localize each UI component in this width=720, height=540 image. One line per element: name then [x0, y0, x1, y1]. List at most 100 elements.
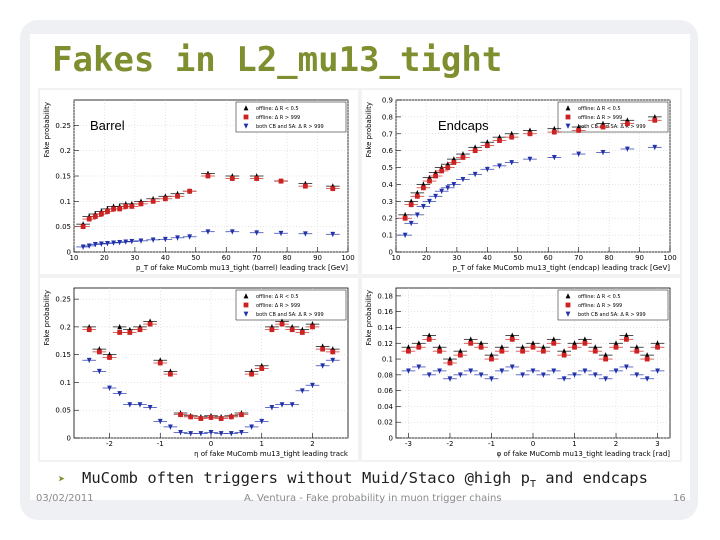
data-point [655, 344, 660, 350]
x-tick-label: 80 [605, 254, 614, 262]
x-tick-label: 60 [222, 254, 231, 262]
data-point [551, 155, 557, 161]
data-point [320, 363, 326, 369]
y-axis-label: Fake probability [43, 290, 51, 345]
x-axis-label: p_T of fake MuComb mu13_tight (barrel) l… [136, 264, 348, 272]
data-point [499, 368, 505, 374]
y-tick-label: 0.25 [55, 122, 71, 130]
data-point [157, 418, 163, 425]
data-point [634, 344, 640, 350]
data-point [414, 193, 420, 199]
data-point [499, 348, 505, 354]
x-tick-label: -2 [446, 440, 453, 448]
legend-entry: offline: Δ R < 0.5 [256, 106, 299, 112]
data-point [457, 348, 463, 354]
data-point [472, 171, 478, 178]
x-tick-label: 70 [252, 254, 261, 262]
y-axis-label: Fake probability [43, 102, 51, 157]
y-tick-label: 0.25 [55, 296, 71, 304]
data-point [421, 204, 426, 210]
data-point [198, 416, 204, 421]
data-point [530, 344, 536, 350]
data-point [302, 231, 308, 237]
y-tick-label: 0.05 [55, 407, 71, 415]
data-point [157, 360, 163, 366]
eta-plot: 0 0.05 0.1 0.15 0.2 0.25 -2 -1 0 1 2 η of fake MuCo… [43, 287, 349, 458]
data-point [509, 332, 515, 338]
endcaps-pt-plot: 0 0.1 0.2 0.3 0.4 0.5 0.6 0.7 0.8 0.9 10 20 30 40 50 60… [365, 97, 677, 273]
data-point [127, 330, 133, 335]
data-point [175, 235, 180, 241]
data-point [478, 344, 484, 350]
data-point [540, 372, 546, 378]
data-point [402, 232, 408, 238]
data-point [447, 360, 453, 366]
data-point [457, 372, 463, 378]
x-tick-label: 70 [574, 254, 583, 262]
data-point [105, 209, 110, 214]
x-tick-label: 0 [209, 440, 213, 448]
data-point [99, 241, 104, 247]
x-tick-label: 30 [452, 254, 461, 262]
data-point [330, 349, 336, 355]
data-point [489, 376, 494, 382]
data-point [437, 368, 442, 374]
data-point [624, 121, 630, 127]
data-point [624, 332, 629, 338]
y-tick-label: 0.04 [377, 403, 393, 411]
data-point [437, 344, 442, 350]
data-point [613, 340, 619, 346]
data-point [86, 216, 92, 222]
data-point [447, 376, 453, 382]
data-point [445, 185, 451, 191]
bullet-point: ➤ MuComb often triggers without Muid/Stac… [58, 469, 648, 490]
y-tick-label: 0.16 [377, 308, 393, 316]
y-tick-label: 0 [67, 435, 71, 443]
data-point [439, 188, 445, 194]
data-point [178, 412, 183, 418]
data-point [80, 224, 86, 230]
data-point [572, 344, 577, 350]
data-point [408, 202, 414, 208]
data-point [527, 131, 533, 137]
data-point [426, 336, 432, 342]
y-tick-label: 0.1 [382, 232, 393, 240]
data-point [198, 431, 204, 437]
legend-marker [565, 302, 571, 308]
y-tick-label: 0.6 [382, 147, 394, 155]
data-point [228, 431, 234, 437]
data-point [644, 352, 650, 358]
y-tick-label: 0.05 [55, 223, 71, 231]
data-point [92, 214, 98, 219]
data-point [520, 348, 526, 354]
data-point [330, 231, 336, 238]
legend-marker [565, 114, 571, 120]
data-point [310, 324, 315, 330]
y-tick-label: 0.15 [55, 351, 71, 359]
data-point [330, 186, 336, 192]
data-point [249, 424, 254, 430]
data-point [624, 146, 630, 152]
data-point [468, 336, 474, 342]
data-point [437, 348, 442, 354]
data-point [655, 368, 660, 374]
plot-panel-barrel: 0 0.05 0.1 0.15 0.2 0.25 10 20 30 40 50 60 70 80 90 100… [40, 90, 358, 274]
data-point [178, 430, 183, 436]
x-tick-label: 30 [130, 254, 139, 262]
data-point [416, 344, 422, 350]
data-point [451, 182, 457, 188]
data-point [137, 327, 143, 333]
data-point [576, 151, 582, 157]
data-point [472, 148, 478, 154]
data-point [592, 348, 598, 354]
x-tick-label: 100 [663, 254, 676, 262]
data-point [603, 376, 609, 382]
data-point [416, 340, 422, 346]
data-point [520, 344, 526, 350]
data-point [551, 336, 557, 342]
plots-grid: 0 0.05 0.1 0.15 0.2 0.25 10 20 30 40 50 60 70 80 90 100… [38, 88, 682, 462]
data-point [445, 165, 451, 170]
x-tick-label: 20 [422, 254, 431, 262]
data-point [111, 240, 116, 246]
data-point [634, 372, 640, 378]
